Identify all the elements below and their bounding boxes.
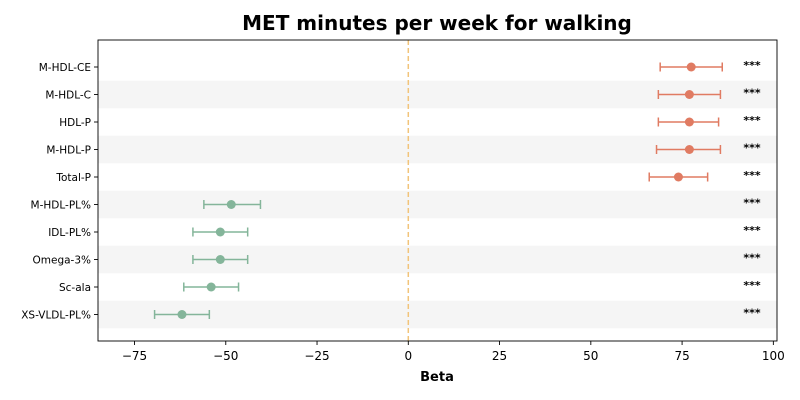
significance-label: ***	[743, 224, 761, 237]
point-marker	[684, 145, 694, 154]
significance-labels: *** *** *** *** *** *** *** *** *** ***	[743, 59, 761, 320]
data-point-idl-pl-	[192, 227, 249, 237]
row-band	[98, 190, 777, 219]
data-point-total-p	[648, 172, 709, 182]
category-label: M-HDL-C	[45, 90, 91, 102]
point-marker	[686, 62, 696, 72]
data-point-m-hdl-ce	[659, 62, 723, 72]
x-tick-label: 50	[583, 349, 598, 363]
x-tick-label: 75	[674, 349, 689, 363]
point-marker	[206, 282, 216, 292]
x-tick-label: 100	[762, 349, 785, 363]
significance-label: ***	[743, 279, 761, 292]
significance-label: ***	[743, 59, 761, 72]
data-point-m-hdl-p	[655, 145, 722, 154]
significance-label: ***	[743, 169, 761, 182]
x-tick-label: −50	[213, 349, 238, 363]
category-label: HDL-P	[59, 117, 91, 129]
row-bands	[98, 80, 777, 329]
significance-label: ***	[743, 142, 761, 155]
point-marker	[673, 172, 683, 182]
point-marker	[177, 310, 187, 319]
point-marker	[215, 255, 225, 264]
category-label: Omega-3%	[33, 255, 92, 267]
x-axis: −75 −50 −25 0 25 50 75 100	[122, 341, 785, 363]
plot-frame	[97, 39, 778, 342]
category-label: Total-P	[55, 172, 91, 184]
chart-title: MET minutes per week for walking	[242, 11, 632, 35]
data-point-sc-ala	[183, 282, 240, 292]
point-marker	[684, 117, 694, 127]
category-label: XS-VLDL-PL%	[21, 310, 91, 322]
category-labels: M-HDL-CE M-HDL-C HDL-P M-HDL-P Total-P M-HDL-…	[21, 62, 98, 322]
category-label: M-HDL-CE	[39, 62, 91, 74]
x-tick-label: −75	[122, 349, 147, 363]
data-point-omega-3-	[192, 255, 249, 264]
category-label: IDL-PL%	[48, 227, 91, 239]
x-tick-label: 25	[492, 349, 507, 363]
point-marker	[226, 200, 236, 209]
significance-label: ***	[743, 87, 761, 100]
data-marks	[153, 62, 723, 319]
category-label: M-HDL-P	[46, 145, 91, 157]
row-band	[98, 300, 777, 329]
x-tick-label: 0	[404, 349, 412, 363]
data-point-m-hdl-pl-	[203, 200, 262, 209]
data-point-m-hdl-c	[657, 90, 722, 99]
significance-label: ***	[743, 197, 761, 210]
significance-label: ***	[743, 252, 761, 265]
x-axis-label: Beta	[420, 370, 454, 385]
category-label: Sc-ala	[59, 282, 91, 294]
point-marker	[215, 227, 225, 237]
x-tick-label: −25	[304, 349, 329, 363]
significance-label: ***	[743, 307, 761, 320]
data-point-xs-vldl-pl-	[153, 310, 211, 319]
category-label: M-HDL-PL%	[31, 200, 91, 212]
significance-label: ***	[743, 114, 761, 127]
point-marker	[684, 90, 694, 99]
data-point-hdl-p	[657, 117, 720, 127]
